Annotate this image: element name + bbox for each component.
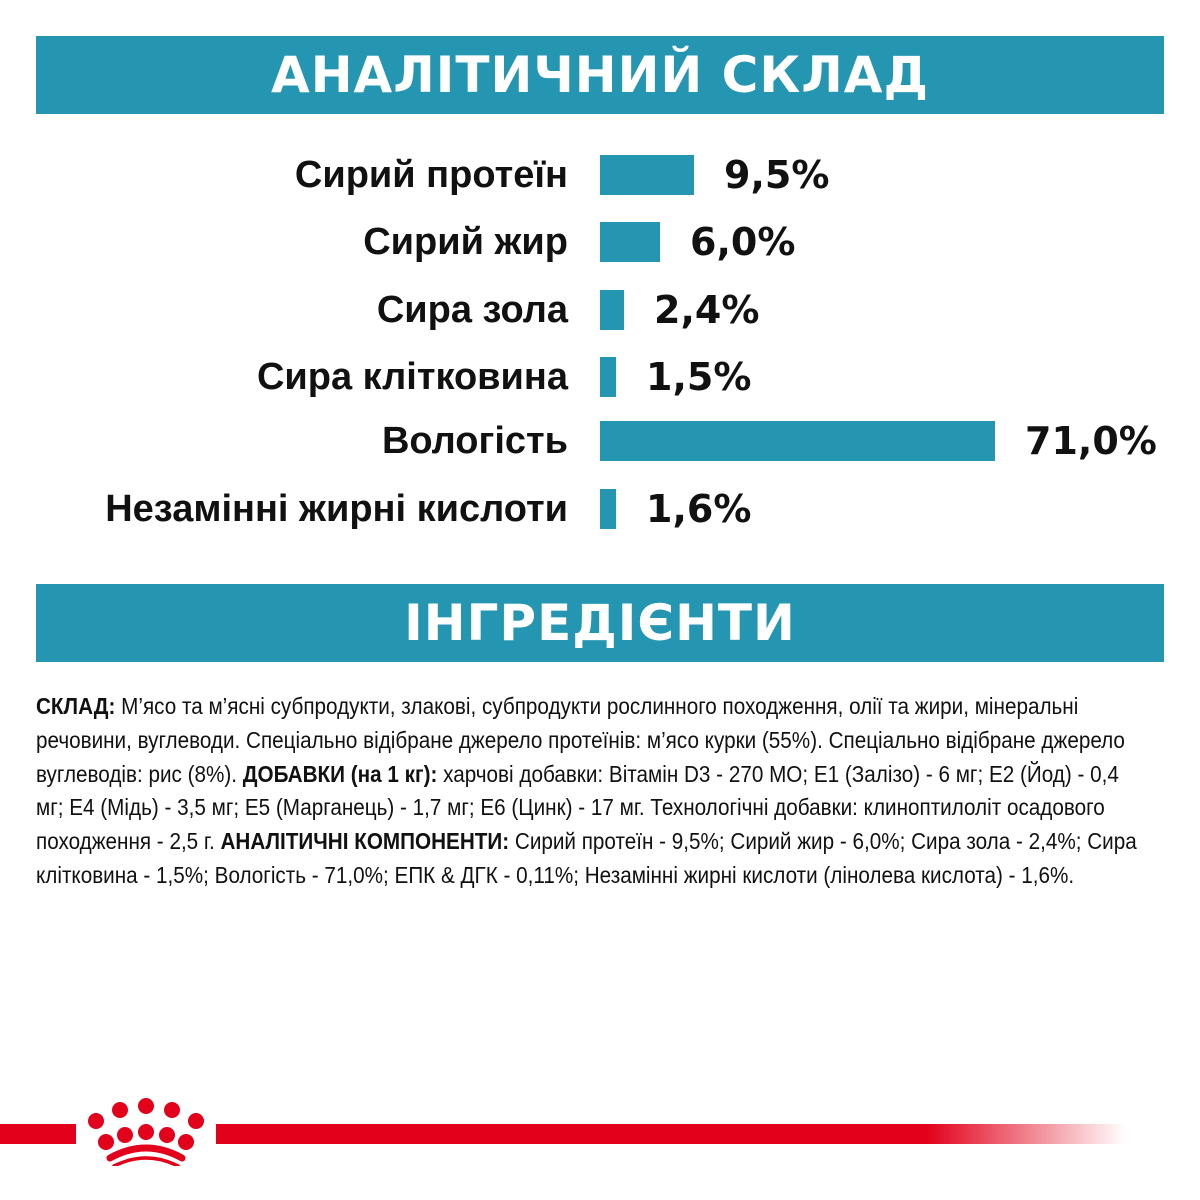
- additives-label: ДОБАВКИ (на 1 кг):: [242, 760, 438, 787]
- nutrient-label: Сира зола: [376, 289, 568, 331]
- nutrient-bar: [600, 421, 995, 461]
- brand-line-left: [0, 1124, 76, 1144]
- brand-line-right: [216, 1124, 1126, 1144]
- analytical-row: Сира зола 2,4%: [0, 280, 1200, 340]
- ingredients-header: ІНГРЕДІЄНТИ: [36, 584, 1164, 662]
- analytical-row: Сирий протеїн 9,5%: [0, 145, 1200, 205]
- nutrient-bar: [600, 489, 616, 529]
- nutrient-label: Незамінні жирні кислоти: [105, 488, 568, 530]
- nutrient-value: 6,0%: [690, 220, 796, 264]
- nutrient-label: Вологість: [381, 420, 568, 462]
- analytical-row: Сира клітковина 1,5%: [0, 347, 1200, 407]
- nutrient-bar: [600, 357, 616, 397]
- additives-text: харчові добавки: Вітамін D3 - 270 МО; Е1…: [36, 760, 1119, 855]
- nutrient-label: Сирий жир: [363, 221, 568, 263]
- analytical-components-label: АНАЛІТИЧНІ КОМПОНЕНТИ:: [220, 828, 510, 855]
- analytical-row: Незамінні жирні кислоти 1,6%: [0, 479, 1200, 539]
- composition-label: СКЛАД:: [36, 693, 116, 719]
- nutrient-bar: [600, 290, 624, 330]
- nutrient-label: Сира клітковина: [256, 356, 568, 398]
- nutrient-value: 1,6%: [646, 487, 752, 531]
- nutrient-value: 71,0%: [1025, 419, 1157, 463]
- nutrient-label: Сирий протеїн: [294, 154, 568, 196]
- analytical-row: Сирий жир 6,0%: [0, 212, 1200, 272]
- analytical-header: АНАЛІТИЧНИЙ СКЛАД: [36, 36, 1164, 114]
- analytical-row: Вологість 71,0%: [0, 411, 1200, 471]
- analytical-title: АНАЛІТИЧНИЙ СКЛАД: [271, 46, 929, 104]
- ingredients-title: ІНГРЕДІЄНТИ: [404, 594, 796, 652]
- composition-text: М’ясо та м’ясні субпродукти, злакові, су…: [36, 693, 1125, 787]
- nutrient-bar: [600, 155, 694, 195]
- nutrient-value: 2,4%: [654, 288, 760, 332]
- analytical-components-text: Сирий протеїн - 9,5%; Сирий жир - 6,0%; …: [36, 828, 1137, 888]
- ingredients-text: СКЛАД: М’ясо та м’ясні субпродукти, злак…: [36, 690, 1145, 893]
- royal-canin-crown-logo: [88, 1098, 204, 1166]
- nutrient-value: 9,5%: [724, 153, 830, 197]
- nutrient-bar: [600, 222, 660, 262]
- nutrient-value: 1,5%: [646, 355, 752, 399]
